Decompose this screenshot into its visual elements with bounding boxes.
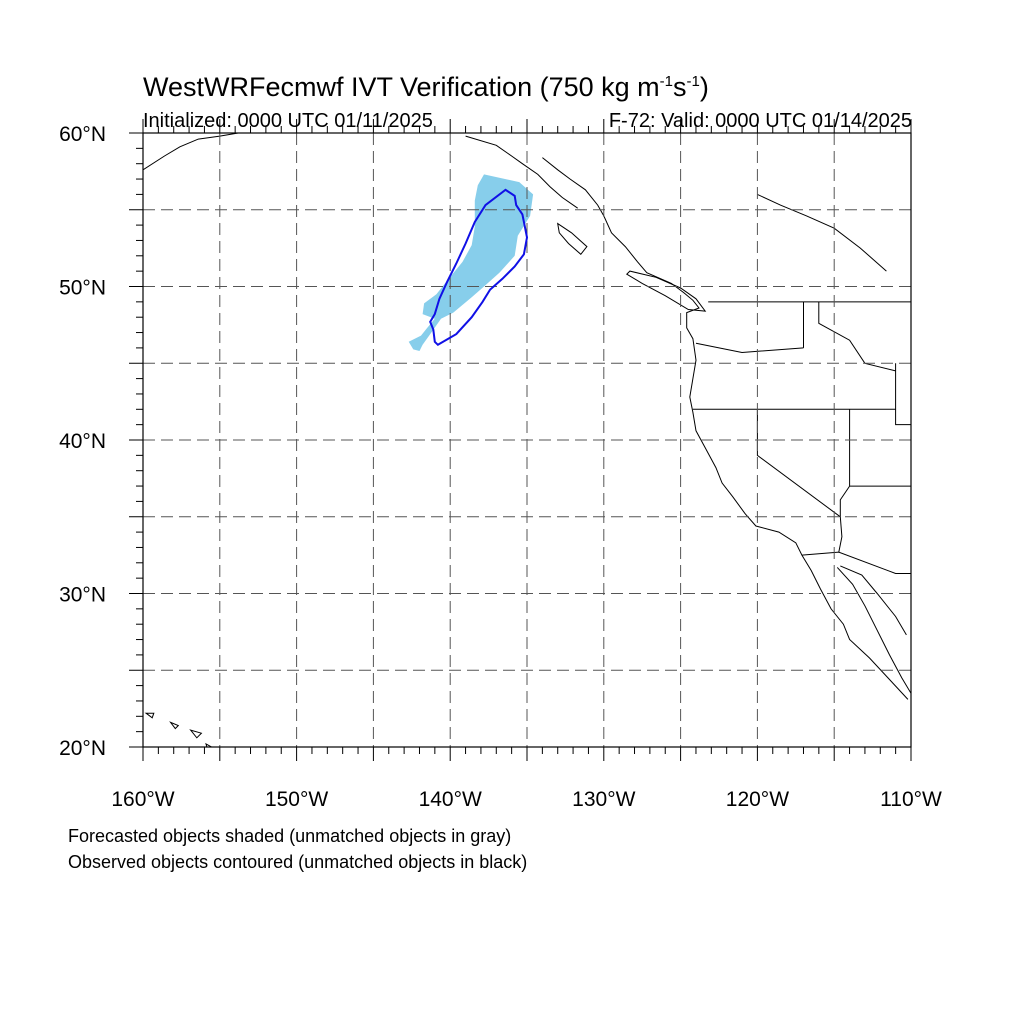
map-plot-area: 160°W 150°W 140°W 130°W 120°W 110°W 60°N 50°N 40… [59,119,942,811]
map-title-sup-2: -1 [686,73,700,90]
caption-observed: Observed objects contoured (unmatched ob… [68,852,528,872]
land-outline-canada-interior [757,193,887,272]
caption-forecast: Forecasted objects shaded (unmatched obj… [68,826,512,846]
land-outline-hawaii-2 [169,721,180,730]
x-tick-label: 130°W [572,788,635,811]
init-time-subtitle: Initialized: 0000 UTC 01/11/2025 [143,110,433,132]
land-outline-hawaii-1 [144,712,155,719]
x-tick-label: 110°W [880,788,942,811]
land-outline-baja-gulf-side [836,567,911,694]
land-outline-west-coast [542,157,909,700]
land-outline-az-ca [838,516,843,553]
land-outline-ca-nv-border [756,409,841,518]
y-tick-label: 30°N [59,584,106,607]
land-outline-us-mexico-border [801,551,911,574]
map-clip-group [143,133,911,747]
land-outline-haida-gwaii [557,222,588,256]
land-outline-vancouver-island [625,270,707,312]
map-title-mid: s [672,72,687,102]
map-title-end: ) [699,72,709,102]
y-tick-label: 50°N [59,277,106,300]
land-outline-mainland-gulf [840,565,907,636]
land-outline-hawaii-3 [189,729,203,739]
forecast-object-shade [408,174,534,351]
map-title-main: WestWRFecmwf IVT Verification (750 kg m [143,72,660,102]
land-outline-southeast-alaska [465,135,578,209]
valid-time-subtitle: F-72: Valid: 0000 UTC 01/14/2025 [608,110,912,132]
map-title: WestWRFecmwf IVT Verification (750 kg m-… [143,72,709,103]
land-outline-id-mt-border [818,301,896,372]
x-tick-label: 140°W [419,788,482,811]
land-outline-alaska-coast [143,133,239,171]
land-outline-az-nv [839,485,851,517]
land-outline-wa-or-border [695,342,804,354]
x-tick-label: 120°W [726,788,789,811]
y-tick-label: 20°N [59,737,106,760]
land-outline-wy-border [895,363,911,426]
map-title-sup-1: -1 [659,73,673,90]
observed-object-contour [429,188,529,347]
x-tick-label: 160°W [111,788,174,811]
y-tick-label: 40°N [59,430,106,453]
x-tick-label: 150°W [265,788,328,811]
y-tick-label: 60°N [59,123,106,146]
